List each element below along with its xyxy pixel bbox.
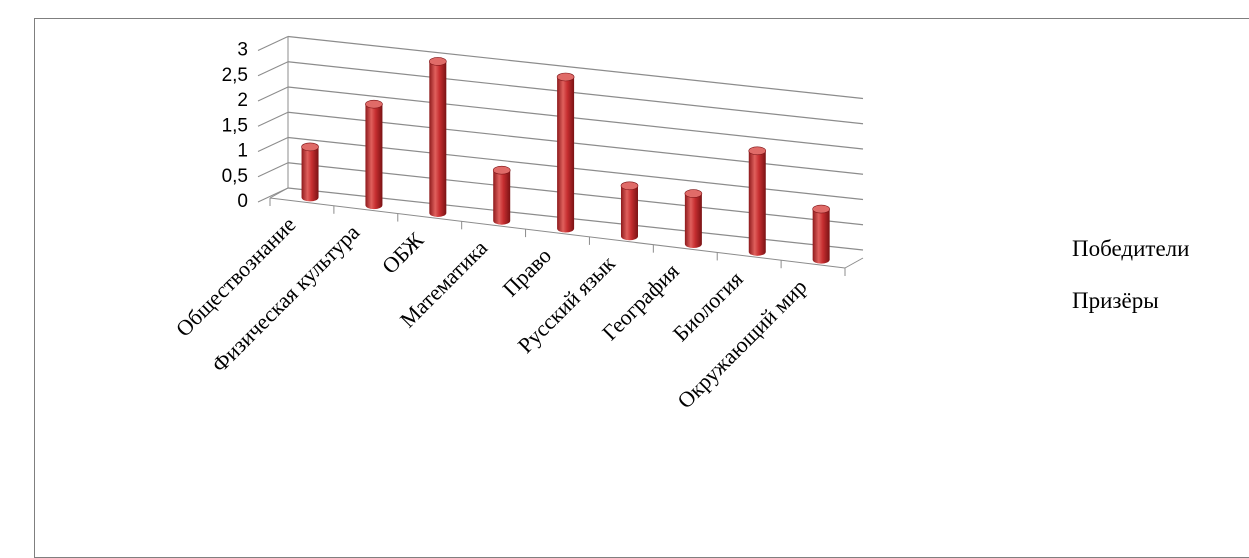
- bar-body: [748, 150, 766, 256]
- bar-top: [492, 165, 511, 175]
- grid-side-line: [257, 36, 289, 51]
- legend-item-winners: Победители: [1072, 236, 1190, 261]
- x-category-label: Окружающий мир: [672, 274, 811, 413]
- grid-side-line: [257, 111, 289, 127]
- bar-top: [429, 57, 447, 66]
- bar-top: [812, 204, 830, 214]
- bar-body: [301, 146, 319, 202]
- bar-body: [429, 61, 447, 217]
- x-category-label: Обществознание: [171, 212, 301, 342]
- bar-top: [301, 142, 319, 152]
- bar-top: [365, 99, 383, 109]
- grid-side-line: [257, 61, 289, 77]
- axis-corner-line: [844, 257, 864, 269]
- x-axis-line: [269, 197, 846, 269]
- y-tick-label: 0,5: [222, 166, 248, 187]
- grid-line: [287, 61, 864, 125]
- grid-lines: [257, 35, 864, 251]
- grid-line: [287, 35, 864, 100]
- y-tick-labels: 0 0,5 1 1,5 2 2,5 3: [222, 40, 248, 213]
- grid-line: [287, 187, 864, 251]
- grid-line: [287, 86, 864, 150]
- bar-body: [684, 193, 702, 249]
- grid-line: [287, 111, 864, 175]
- y-tick-label: 3: [237, 40, 248, 61]
- bar-body: [365, 104, 383, 210]
- bar-top: [556, 72, 575, 82]
- y-tick-label: 0: [237, 191, 248, 212]
- grid-side-line: [257, 86, 289, 102]
- y-tick-label: 2: [237, 90, 248, 111]
- axis-corner-line: [269, 187, 289, 199]
- bar: [684, 189, 703, 249]
- bar: [812, 204, 830, 264]
- bar-top: [620, 181, 639, 191]
- bar-body: [557, 77, 575, 233]
- grid-side-line: [257, 162, 289, 178]
- x-category-label: ОБЖ: [377, 227, 429, 279]
- bar: [620, 181, 639, 241]
- y-tick-label: 2,5: [222, 65, 248, 86]
- bar-body: [812, 209, 830, 264]
- axes: [269, 36, 864, 276]
- x-category-label: Право: [497, 243, 556, 302]
- bar-top: [748, 146, 767, 156]
- bar-body: [620, 185, 638, 241]
- bar: [556, 72, 575, 233]
- legend-item-prizewinners: Призёры: [1072, 288, 1159, 313]
- grid-line: [287, 136, 864, 201]
- bar: [492, 165, 511, 225]
- bar: [365, 99, 383, 210]
- bar-top: [684, 189, 703, 198]
- bar: [748, 146, 767, 256]
- bars: [301, 57, 830, 264]
- grid-line: [287, 162, 864, 226]
- y-tick-label: 1: [237, 141, 248, 162]
- bar-body: [493, 170, 511, 225]
- grid-side-line: [257, 137, 289, 152]
- bar: [301, 142, 319, 202]
- bar: [429, 57, 447, 217]
- y-tick-label: 1,5: [222, 115, 248, 136]
